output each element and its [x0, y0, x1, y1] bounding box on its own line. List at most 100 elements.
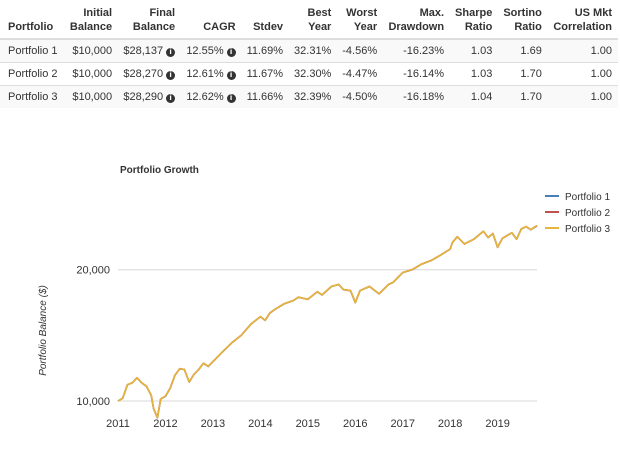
header-max-drawdown-line: Drawdown	[388, 21, 445, 33]
cell-value: 1.03	[470, 45, 493, 57]
x-tick-label: 2019	[485, 418, 509, 430]
table-row: Portfolio 2 $10,000 $28,270 i 12.61% i 11.67% 3…	[0, 62, 618, 86]
cell-sortino-ratio: 1.70	[498, 85, 548, 108]
cell-value: $28,290	[123, 91, 164, 103]
cell-max-drawdown: -16.23%	[383, 38, 451, 63]
cell-sharpe-ratio: 1.03	[450, 38, 499, 63]
cell-max-drawdown: -16.14%	[383, 62, 451, 86]
legend-label[interactable]: Portfolio 2	[565, 208, 610, 219]
header-sharpe-ratio-line: Sharpe	[455, 7, 493, 19]
x-tick-label: 2014	[248, 418, 272, 430]
header-best-year-line: Best	[307, 7, 332, 19]
x-tick-label: 2016	[343, 418, 367, 430]
cell-stdev: 11.67%	[241, 62, 290, 86]
cell-worst-year: -4.56%	[337, 38, 384, 63]
cell-us-mkt-correlation: 1.00	[547, 38, 618, 63]
cell-value: -16.14%	[403, 68, 445, 80]
cell-value: $10,000	[72, 45, 113, 57]
cell-value: 12.62%	[186, 91, 224, 103]
table-row: Portfolio 1 $10,000 $28,137 i 12.55% i 11.69% 3…	[0, 38, 618, 63]
header-portfolio-line: Portfolio	[8, 21, 54, 33]
header-best-year-line: Year	[308, 21, 332, 33]
cell-value: 1.00	[590, 68, 612, 80]
cell-worst-year: -4.47%	[337, 62, 384, 86]
cell-portfolio: Portfolio 1	[0, 38, 65, 63]
cell-value: Portfolio 3	[8, 91, 58, 103]
info-icon[interactable]: i	[166, 94, 176, 103]
info-icon[interactable]: i	[166, 71, 176, 80]
cell-value: $28,137	[123, 45, 164, 57]
header-final-balance-line: Final	[149, 7, 176, 19]
info-icon[interactable]: i	[226, 48, 236, 57]
cell-value: $28,270	[123, 68, 164, 80]
cell-value: 1.70	[520, 68, 542, 80]
header-initial-balance-line: Balance	[69, 21, 113, 33]
header-max-drawdown-line: Max.	[419, 7, 445, 19]
header-worst-year: Worst Year	[337, 0, 384, 40]
cell-initial-balance: $10,000	[64, 38, 119, 63]
cell-portfolio: Portfolio 3	[0, 85, 65, 108]
series-line-portfolio-2	[117, 224, 538, 419]
header-initial-balance: Initial Balance	[64, 0, 119, 40]
legend-label[interactable]: Portfolio 1	[565, 192, 610, 203]
cell-value: -16.18%	[403, 91, 445, 103]
header-cagr: CAGR	[181, 0, 242, 40]
cell-sortino-ratio: 1.70	[498, 62, 548, 86]
table-header-row: Portfolio Initial Balance Final Balance CAGR S…	[0, 0, 618, 40]
header-worst-year-line: Year	[353, 21, 378, 33]
cell-best-year: 32.31%	[289, 38, 338, 63]
header-best-year: Best Year	[289, 0, 338, 40]
statistics-table-container: Portfolio Initial Balance Final Balance CAGR S…	[0, 0, 620, 108]
x-tick-label: 2013	[201, 418, 225, 430]
cell-final-balance: $28,137 i	[118, 38, 182, 63]
header-us-mkt-correlation-line: Correlation	[553, 21, 612, 33]
cell-value: $10,000	[72, 91, 113, 103]
x-tick-label: 2018	[438, 418, 462, 430]
cell-value: 11.66%	[246, 91, 284, 103]
table-body: Portfolio 1 $10,000 $28,137 i 12.55% i 11.69% 3…	[0, 38, 618, 108]
cell-value: 12.55%	[186, 45, 224, 57]
cell-stdev: 11.66%	[241, 85, 290, 108]
cell-portfolio: Portfolio 2	[0, 62, 65, 86]
cell-value: 1.69	[520, 45, 542, 57]
cell-us-mkt-correlation: 1.00	[547, 85, 618, 108]
header-us-mkt-correlation: US Mkt Correlation	[547, 0, 618, 40]
cell-sortino-ratio: 1.69	[498, 38, 548, 63]
cell-value: 12.61%	[186, 68, 224, 80]
cell-stdev: 11.69%	[241, 38, 290, 63]
cell-value: 1.04	[470, 91, 493, 103]
header-max-drawdown: Max. Drawdown	[383, 0, 451, 40]
y-axis-label: Portfolio Balance ($)	[38, 285, 49, 376]
portfolio-statistics-table: Portfolio Initial Balance Final Balance CAGR S…	[0, 0, 618, 108]
legend-label[interactable]: Portfolio 3	[565, 224, 610, 235]
header-sortino-ratio: Sortino Ratio	[498, 0, 548, 40]
y-tick-label: 20,000	[76, 265, 110, 277]
header-portfolio: Portfolio	[0, 0, 65, 40]
header-final-balance: Final Balance	[118, 0, 182, 40]
cell-value: -4.47%	[342, 68, 378, 80]
cell-cagr: 12.55% i	[181, 38, 242, 63]
cell-value: Portfolio 2	[8, 68, 58, 80]
cell-value: 1.03	[470, 68, 493, 80]
table-row: Portfolio 3 $10,000 $28,290 i 12.62% i 11.66% 3…	[0, 85, 618, 108]
cell-best-year: 32.30%	[289, 62, 338, 86]
cell-final-balance: $28,290 i	[118, 85, 182, 108]
cell-cagr: 12.61% i	[181, 62, 242, 86]
cell-us-mkt-correlation: 1.00	[547, 62, 618, 86]
cell-value: 32.30%	[294, 68, 332, 80]
info-icon[interactable]: i	[226, 94, 236, 103]
portfolio-growth-chart: Portfolio Growth 10,000 20,000 2011 2012 201…	[0, 152, 620, 444]
cell-value: 11.67%	[246, 68, 284, 80]
x-tick-label: 2015	[296, 418, 320, 430]
chart-svg: 10,000 20,000 2011 2012 2013 2014 2015 2016 2017…	[38, 192, 610, 430]
info-icon[interactable]: i	[226, 71, 236, 80]
series-line-portfolio-3	[117, 224, 538, 419]
cell-worst-year: -4.50%	[337, 85, 384, 108]
cell-value: Portfolio 1	[8, 45, 58, 57]
info-icon[interactable]: i	[166, 48, 176, 57]
chart-title: Portfolio Growth	[120, 165, 199, 176]
y-tick-label: 10,000	[76, 396, 110, 408]
cell-value: 1.00	[590, 45, 612, 57]
header-final-balance-line: Balance	[132, 21, 176, 33]
cell-max-drawdown: -16.18%	[383, 85, 451, 108]
